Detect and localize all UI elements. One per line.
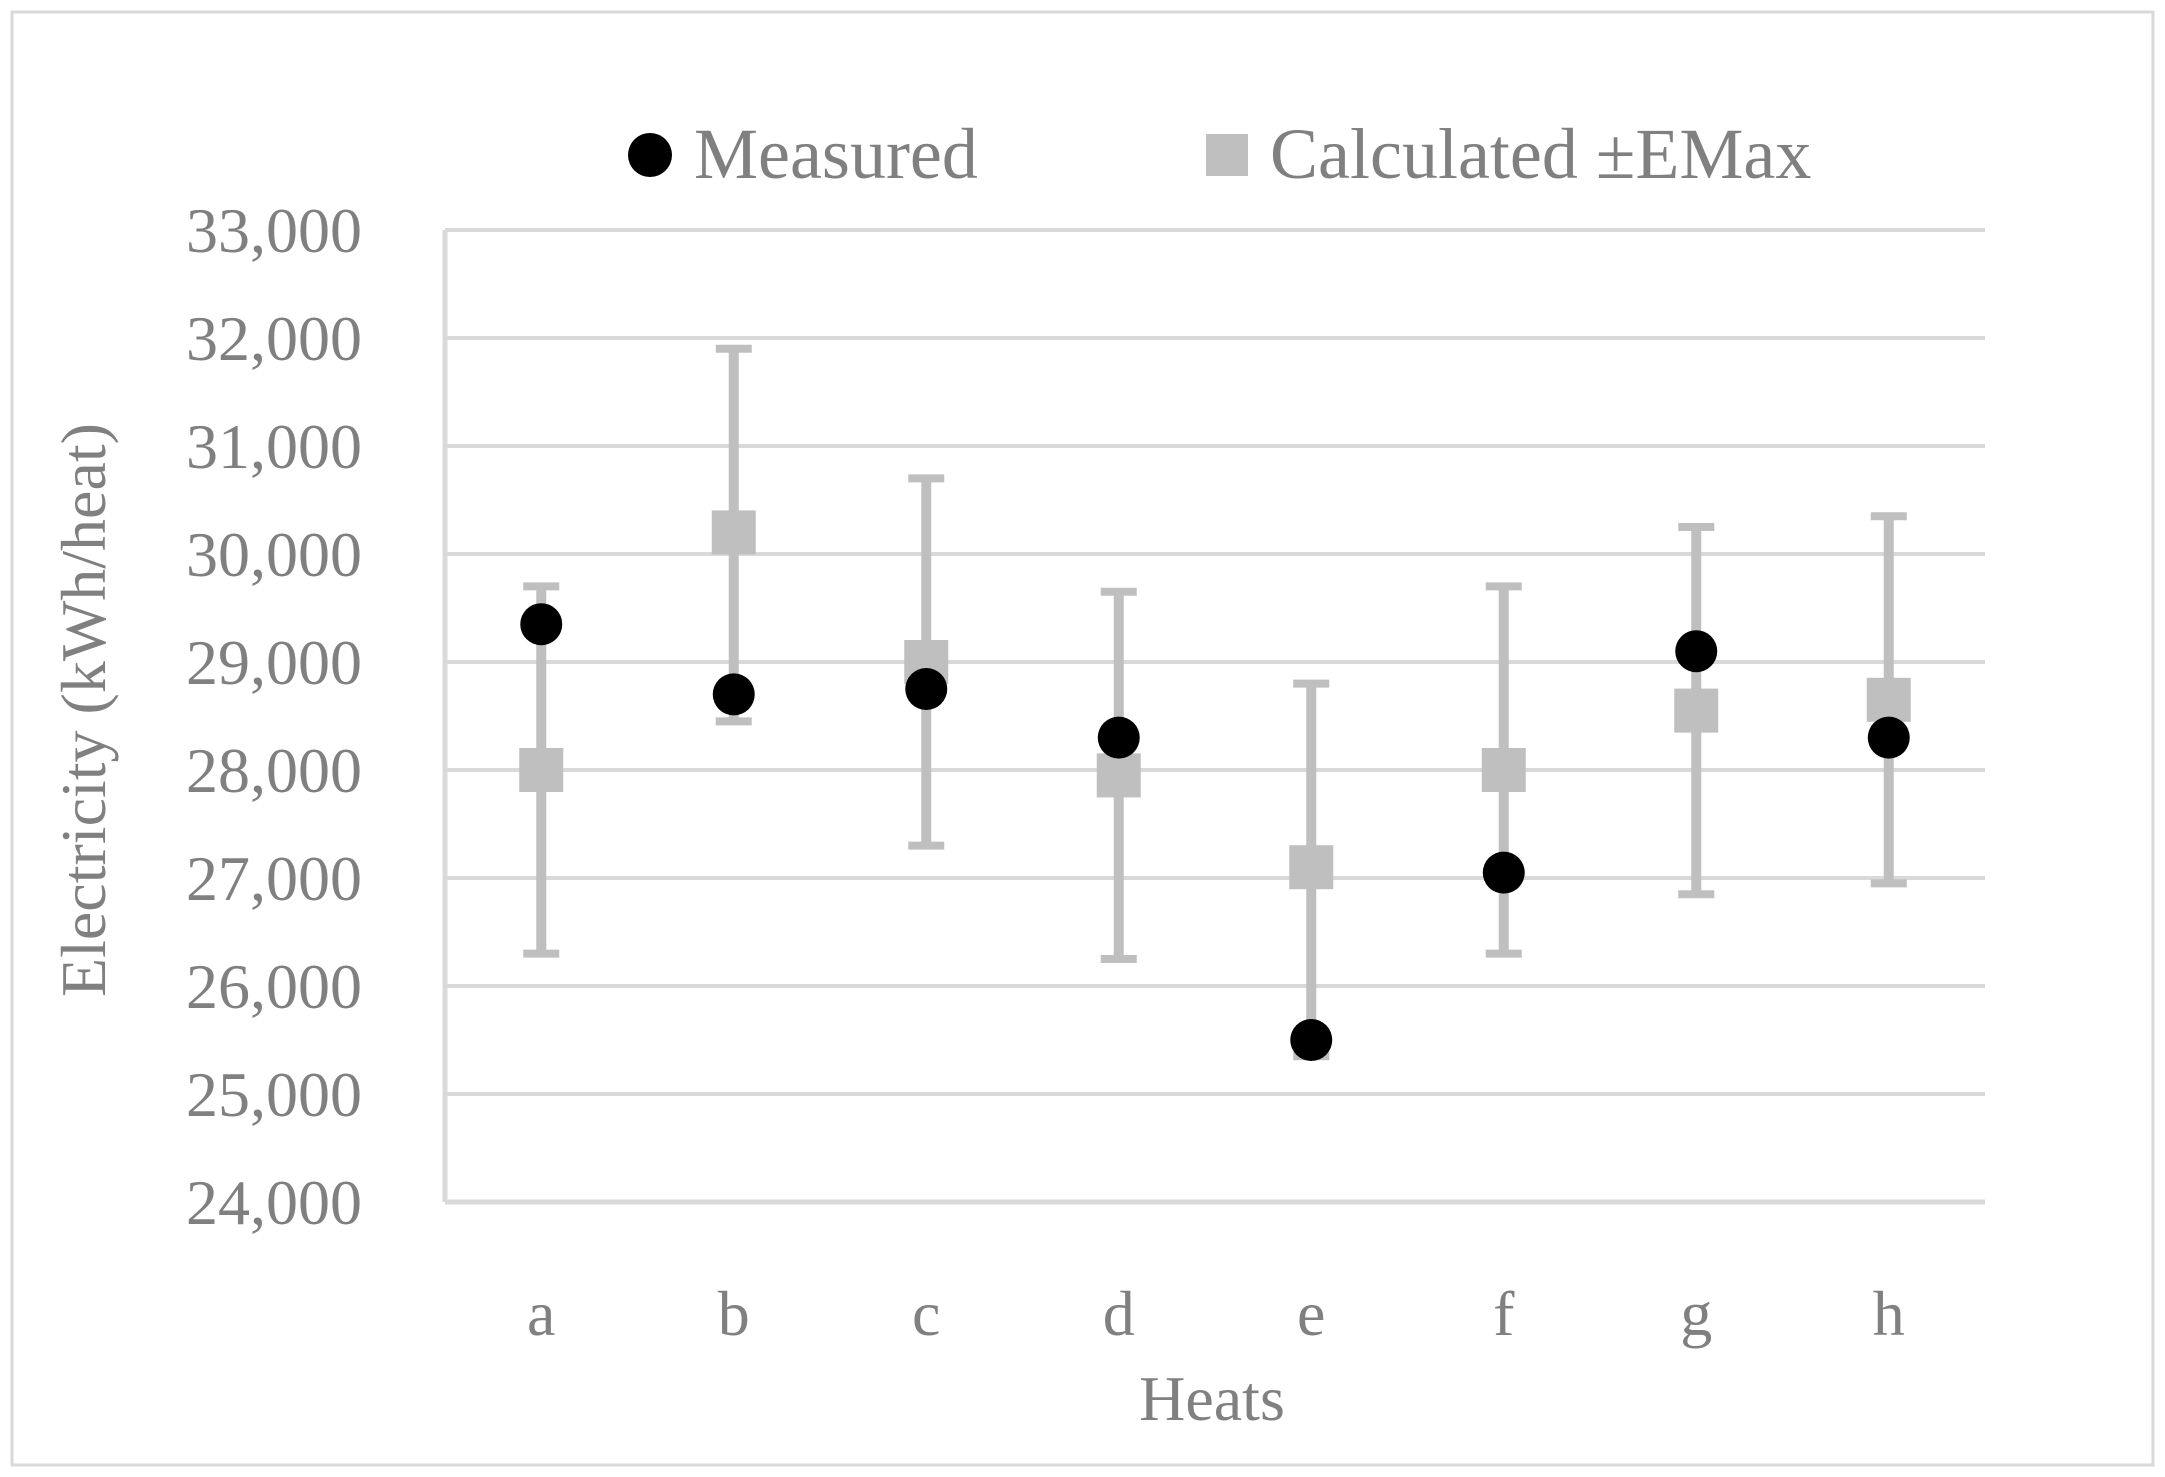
- y-tick-label: 26,000: [186, 951, 362, 1022]
- y-tick-label: 24,000: [186, 1167, 362, 1238]
- measured-point[interactable]: [712, 673, 755, 716]
- x-axis-tick-labels: a b c d e f g h: [527, 1278, 1905, 1349]
- y-axis-title: Electricity (kWh/heat): [48, 423, 119, 997]
- measured-point[interactable]: [1675, 630, 1718, 673]
- legend-calculated-marker: [1206, 134, 1248, 176]
- calculated-point[interactable]: [711, 510, 756, 555]
- calculated-point[interactable]: [1481, 748, 1526, 792]
- measured-point[interactable]: [1097, 716, 1140, 759]
- y-tick-label: 29,000: [186, 627, 362, 698]
- x-tick-label: c: [912, 1278, 940, 1349]
- x-tick-label: f: [1493, 1278, 1515, 1349]
- y-tick-label: 31,000: [186, 411, 362, 482]
- y-axis-tick-labels: 24,000 25,000 26,000 27,000 28,000 29,000 30,0…: [186, 195, 362, 1238]
- y-tick-label: 32,000: [186, 303, 362, 374]
- legend-measured-label: Measured: [694, 114, 978, 194]
- calculated-point[interactable]: [519, 748, 564, 792]
- calculated-point[interactable]: [1674, 688, 1719, 733]
- x-tick-label: e: [1297, 1278, 1325, 1349]
- gridlines: [442, 228, 1985, 1205]
- y-tick-label: 33,000: [186, 195, 362, 266]
- x-axis-title: Heats: [1139, 1363, 1285, 1434]
- x-tick-label: d: [1103, 1278, 1135, 1349]
- x-tick-label: a: [527, 1278, 555, 1349]
- measured-point[interactable]: [520, 603, 563, 646]
- measured-point[interactable]: [905, 668, 948, 710]
- measured-point[interactable]: [1867, 716, 1910, 759]
- x-tick-label: g: [1680, 1278, 1712, 1349]
- calculated-point[interactable]: [1866, 677, 1911, 722]
- legend[interactable]: Measured Calculated ±EMax: [628, 114, 1811, 194]
- measured-point[interactable]: [1482, 851, 1525, 894]
- measured-point[interactable]: [1290, 1019, 1333, 1061]
- measured-series: [520, 603, 1910, 1061]
- x-tick-label: b: [718, 1278, 750, 1349]
- legend-calculated-label: Calculated ±EMax: [1270, 114, 1811, 194]
- x-tick-label: h: [1873, 1278, 1905, 1349]
- legend-measured-marker: [628, 133, 672, 177]
- y-tick-label: 28,000: [186, 735, 362, 806]
- y-tick-label: 25,000: [186, 1059, 362, 1130]
- calculated-series: [519, 510, 1911, 890]
- y-tick-label: 30,000: [186, 519, 362, 590]
- calculated-point[interactable]: [1096, 753, 1141, 798]
- calculated-point[interactable]: [1289, 845, 1334, 890]
- chart-frame: [10, 10, 2155, 1467]
- y-tick-label: 27,000: [186, 843, 362, 914]
